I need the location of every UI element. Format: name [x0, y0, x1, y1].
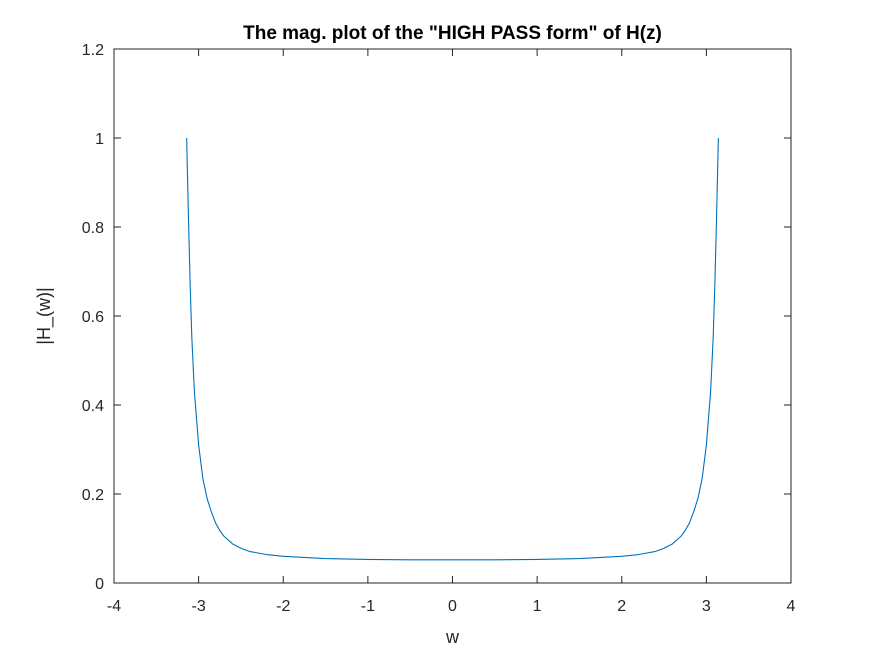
- y-tick-label: 0.2: [82, 487, 104, 504]
- x-tick-label: 2: [617, 598, 626, 615]
- series-line: [186, 137, 719, 561]
- x-tick-label: -2: [276, 598, 290, 615]
- x-tick-label: -1: [361, 598, 375, 615]
- y-tick-label: 1: [95, 131, 104, 148]
- y-axis-label: |H_(w)|: [34, 287, 55, 344]
- y-tick-label: 0.4: [82, 398, 104, 415]
- chart-title: The mag. plot of the "HIGH PASS form" of…: [243, 23, 662, 44]
- y-tick-label: 0.6: [82, 309, 104, 326]
- x-tick-label: 0: [448, 598, 457, 615]
- x-tick-label: 3: [702, 598, 711, 615]
- x-tick-label: 1: [533, 598, 542, 615]
- x-tick-label: 4: [787, 598, 796, 615]
- axes-box: [113, 48, 792, 584]
- x-tick-label: -4: [107, 598, 121, 615]
- y-tick-label: 0: [95, 576, 104, 593]
- x-axis-label: w: [445, 627, 460, 647]
- y-tick-label: 0.8: [82, 220, 104, 237]
- y-tick-label: 1.2: [82, 42, 104, 59]
- x-tick-label: -3: [192, 598, 206, 615]
